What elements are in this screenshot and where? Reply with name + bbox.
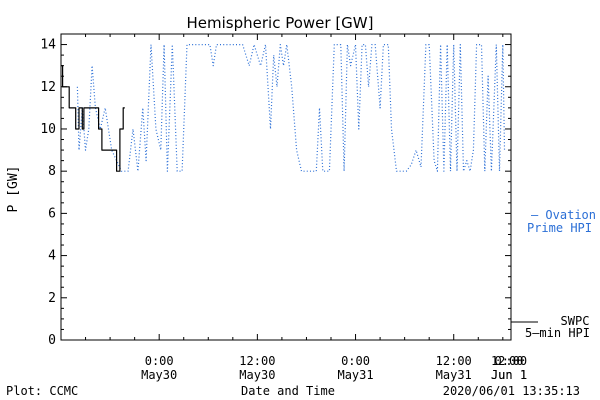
legend-swpc-line1: SWPC (561, 314, 590, 328)
legend: — Ovation Prime HPI SWPC 5–min HPI (511, 208, 596, 340)
y-tick-label: 12 (40, 80, 56, 95)
y-axis: 0 2 4 6 8 10 12 14 (40, 38, 511, 348)
x-tick-date-label: May31 (337, 368, 373, 382)
series-layer (61, 44, 506, 172)
y-tick-label: 4 (48, 249, 56, 264)
x-tick-time-label: 0:00 (145, 354, 174, 368)
y-tick-label: 0 (48, 333, 56, 348)
x-tick-date-label: May30 (141, 368, 177, 382)
x-tick-time-label: 12:00 (436, 354, 472, 368)
x-axis: 0:00May3012:00May300:00May3112:00May310:… (85, 34, 527, 382)
plot-frame (60, 33, 512, 341)
y-tick-label: 2 (48, 291, 56, 306)
x-tick-date-label: Jun 1 (491, 368, 527, 382)
footer-timestamp: 2020/06/01 13:35:13 (443, 384, 580, 398)
chart-title: Hemispheric Power [GW] (187, 14, 374, 32)
y-tick-label: 10 (40, 122, 56, 137)
x-tick-time-label: 12:00 (491, 354, 527, 368)
x-tick-time-label: 0:00 (341, 354, 370, 368)
y-tick-label: 6 (48, 206, 56, 221)
x-tick-date-label: Jun 1 (491, 368, 527, 382)
legend-ovation-line2: Prime HPI (527, 221, 592, 235)
x-tick-date-label: May31 (436, 368, 472, 382)
legend-ovation-line1: — Ovation (531, 208, 596, 222)
footer-source: Plot: CCMC (6, 384, 78, 398)
x-tick-time-label: 0:00 (495, 354, 524, 368)
legend-swpc-line2: 5–min HPI (525, 326, 590, 340)
x-tick-date-label: May30 (239, 368, 275, 382)
y-tick-label: 14 (40, 38, 56, 53)
x-tick-time-label: 12:00 (239, 354, 275, 368)
series-swpc-hpi-line (61, 65, 125, 172)
y-axis-label: P [GW] (6, 166, 21, 213)
series-ovation-prime-hpi-line (76, 44, 506, 172)
x-axis-label: Date and Time (241, 384, 335, 398)
y-tick-label: 8 (48, 164, 56, 179)
